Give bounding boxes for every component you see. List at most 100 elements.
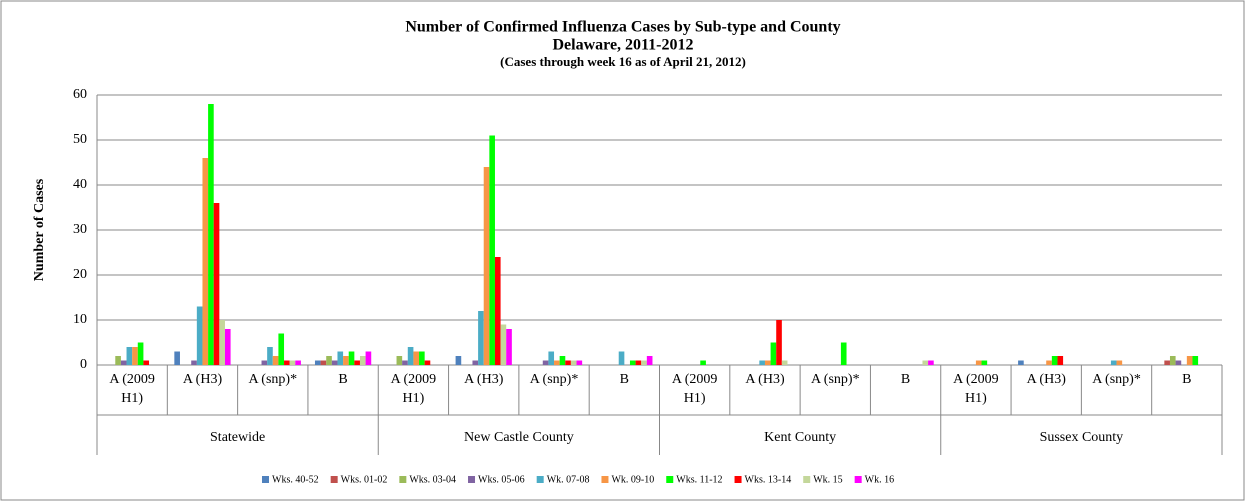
bar	[975, 360, 982, 365]
bar	[1046, 360, 1052, 365]
legend-swatch	[854, 476, 862, 483]
y-tick-label: 30	[73, 222, 87, 237]
bar	[208, 104, 214, 365]
bar	[143, 360, 150, 365]
bar	[120, 360, 127, 365]
x-tick-label: A (snp)*	[248, 372, 298, 387]
legend-swatch	[601, 476, 609, 483]
bar	[478, 311, 484, 365]
y-tick-label: 50	[73, 132, 87, 147]
chart-note: (Cases through week 16 as of April 21, 2…	[500, 54, 746, 69]
legend-swatch	[399, 476, 407, 483]
bar	[506, 329, 512, 365]
bar	[494, 257, 501, 365]
legend-label: Wk. 15	[813, 474, 842, 485]
bar	[289, 360, 296, 365]
bar	[261, 360, 268, 365]
bar	[629, 360, 636, 365]
bar	[542, 360, 549, 365]
y-tick-label: 10	[73, 312, 87, 327]
x-tick-label: B	[338, 372, 348, 387]
legend-label: Wk. 16	[865, 474, 894, 485]
legend-label: Wk. 07-08	[547, 474, 590, 485]
bar	[840, 342, 847, 365]
legend-swatch	[262, 476, 269, 483]
bar	[402, 360, 408, 365]
legend-swatch	[468, 476, 476, 483]
bar	[764, 360, 771, 365]
bar	[272, 356, 279, 365]
bar	[1186, 356, 1193, 365]
bar	[489, 135, 495, 365]
bar	[354, 360, 360, 365]
bar	[295, 360, 301, 365]
bar	[759, 360, 765, 365]
bar	[700, 360, 706, 365]
x-tick-label: A (H3)	[745, 372, 785, 387]
bar	[191, 360, 197, 365]
bar	[548, 351, 555, 365]
bar	[1110, 360, 1117, 365]
legend-label: Wks. 11-12	[676, 474, 722, 485]
legend-label: Wk. 09-10	[611, 474, 654, 485]
bar	[554, 360, 560, 365]
bar	[132, 347, 138, 365]
bar	[424, 360, 431, 365]
legend-swatch	[536, 476, 544, 483]
legend-swatch	[666, 476, 674, 483]
bar	[559, 356, 566, 365]
bar	[1175, 360, 1182, 365]
bar	[396, 356, 403, 365]
bar	[500, 324, 507, 365]
x-tick-label: A (snp)*	[1092, 372, 1141, 387]
y-tick-label: 60	[73, 87, 87, 102]
x-tick-label: A (2009 H1)	[109, 372, 155, 406]
bar	[635, 360, 642, 365]
group-label: New Castle County	[464, 430, 574, 445]
legend-swatch	[803, 476, 811, 483]
group-label: Statewide	[210, 430, 265, 445]
x-tick-label: A (2009 H1)	[953, 372, 999, 406]
y-tick-label: 40	[73, 177, 87, 192]
bar	[981, 360, 988, 365]
legend-label: Wks. 40-52	[272, 474, 319, 485]
x-tick-label: B	[900, 372, 911, 387]
bar	[126, 347, 133, 365]
bar	[365, 351, 372, 365]
x-tick-label: A (snp)*	[810, 372, 860, 387]
bar	[646, 356, 653, 365]
bar	[343, 356, 349, 365]
y-tick-label: 20	[73, 267, 87, 282]
bar	[570, 360, 577, 365]
legend-label: Wks. 13-14	[745, 474, 792, 485]
bar	[219, 320, 225, 365]
chart-subtitle: Delaware, 2011-2012	[552, 37, 693, 54]
bar	[641, 360, 647, 365]
bar	[1164, 360, 1170, 365]
bar	[337, 351, 344, 365]
bar	[224, 329, 231, 365]
bar	[413, 351, 420, 365]
bar	[284, 360, 290, 365]
x-tick-label: B	[1182, 372, 1192, 387]
y-tick-label: 0	[80, 357, 87, 372]
bar	[1116, 360, 1123, 365]
bar	[115, 356, 121, 365]
bar	[213, 203, 220, 365]
x-tick-label: A (snp)*	[529, 372, 579, 387]
bar	[455, 356, 462, 365]
bar	[419, 351, 425, 365]
bar	[1018, 360, 1024, 365]
bar	[407, 347, 414, 365]
bar	[1192, 356, 1199, 365]
group-label: Kent County	[764, 430, 836, 445]
bar	[320, 360, 327, 365]
bar	[922, 360, 929, 365]
bar	[137, 342, 144, 365]
bar	[348, 351, 355, 365]
group-label: Sussex County	[1040, 430, 1124, 445]
x-tick-label: A (H3)	[182, 372, 223, 387]
